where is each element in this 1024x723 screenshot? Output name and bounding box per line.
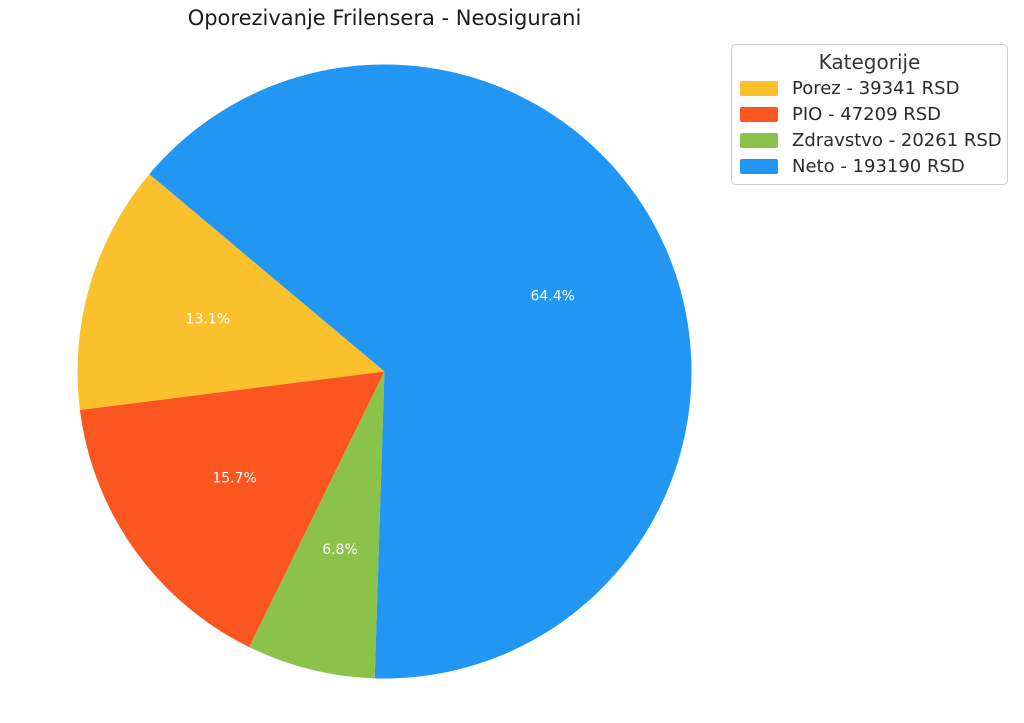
legend-item-label: Porez - 39341 RSD bbox=[792, 77, 960, 99]
pie-slice-porez bbox=[77, 174, 385, 411]
pct-label-neto: 64.4% bbox=[530, 288, 574, 304]
pct-label-porez: 13.1% bbox=[186, 312, 230, 328]
pct-label-zdravstvo: 6.8% bbox=[322, 542, 358, 558]
legend-item-label: PIO - 47209 RSD bbox=[792, 103, 942, 125]
legend-swatch-pio bbox=[740, 106, 778, 122]
legend-swatch-zdravstvo bbox=[740, 132, 778, 148]
pie-slice-pio bbox=[79, 371, 385, 648]
legend-item-zdravstvo: Zdravstvo - 20261 RSD bbox=[732, 127, 1007, 153]
legend-item-label: Neto - 193190 RSD bbox=[792, 155, 965, 177]
legend-item-label: Zdravstvo - 20261 RSD bbox=[792, 129, 1002, 151]
legend-items: Porez - 39341 RSD PIO - 47209 RSD Zdravstv… bbox=[732, 75, 1007, 179]
legend-item-pio: PIO - 47209 RSD bbox=[732, 101, 1007, 127]
pie-slice-neto bbox=[149, 64, 692, 679]
pie-slice-zdravstvo bbox=[249, 371, 385, 679]
legend: Kategorije Porez - 39341 RSD PIO - 47209 … bbox=[731, 44, 1008, 185]
legend-swatch-porez bbox=[740, 80, 778, 96]
legend-swatch-neto bbox=[740, 158, 778, 174]
legend-item-neto: Neto - 193190 RSD bbox=[732, 153, 1007, 179]
legend-item-porez: Porez - 39341 RSD bbox=[732, 75, 1007, 101]
pct-label-pio: 15.7% bbox=[212, 471, 256, 487]
legend-title: Kategorije bbox=[818, 50, 921, 74]
chart-title: Oporezivanje Frilensera - Neosigurani bbox=[187, 6, 582, 30]
